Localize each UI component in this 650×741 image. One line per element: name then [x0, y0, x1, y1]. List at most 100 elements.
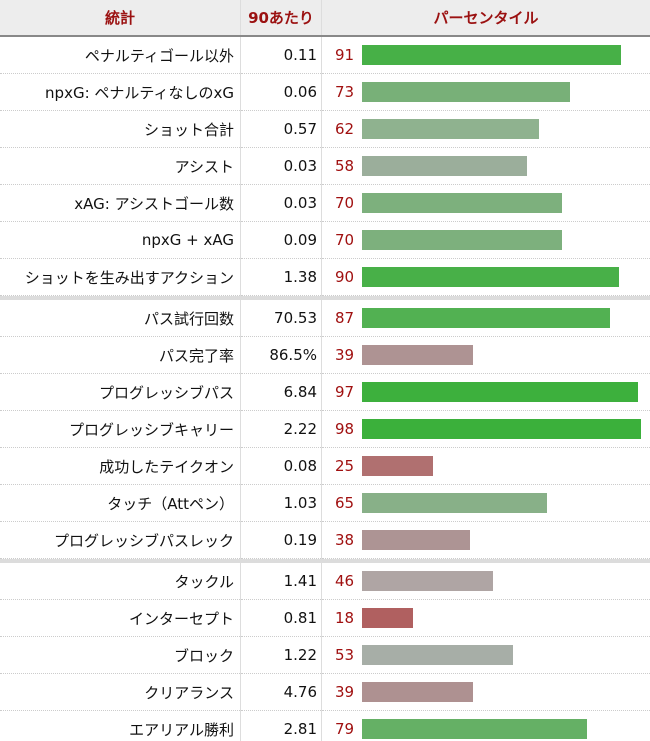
per90-value: 2.22: [240, 410, 322, 448]
percentile-bar: [362, 719, 588, 739]
stat-name: ペナルティゴール以外: [0, 36, 241, 74]
per90-value: 1.22: [240, 636, 322, 674]
stat-name: ショット合計: [0, 110, 241, 148]
percentile-cell: 70: [321, 184, 650, 222]
percentile-value: 58: [335, 157, 355, 175]
header-percentile[interactable]: パーセンタイル: [321, 0, 650, 37]
stat-name: 成功したテイクオン: [0, 447, 241, 485]
per90-value: 1.41: [240, 563, 322, 600]
percentile-bar: [362, 645, 514, 665]
percentile-cell: 53: [321, 636, 650, 674]
table-row: タックル 1.41 46: [0, 563, 650, 600]
percentile-value: 39: [335, 346, 355, 364]
percentile-value: 65: [335, 494, 355, 512]
percentile-value: 46: [335, 572, 355, 590]
percentile-cell: 25: [321, 447, 650, 485]
table-row: ペナルティゴール以外 0.11 91: [0, 36, 650, 74]
percentile-value: 79: [335, 720, 355, 738]
percentile-value: 98: [335, 420, 355, 438]
table-row: npxG + xAG 0.09 70: [0, 221, 650, 259]
table-row: プログレッシブキャリー 2.22 98: [0, 410, 650, 448]
table-row: インターセプト 0.81 18: [0, 599, 650, 637]
percentile-cell: 87: [321, 300, 650, 337]
stat-name: エアリアル勝利: [0, 710, 241, 741]
per90-value: 86.5%: [240, 336, 322, 374]
stat-name: npxG: ペナルティなしのxG: [0, 73, 241, 111]
percentile-bar: [362, 419, 642, 439]
percentile-bar: [362, 308, 610, 328]
percentile-cell: 39: [321, 673, 650, 711]
percentile-value: 73: [335, 83, 355, 101]
stat-name: インターセプト: [0, 599, 241, 637]
percentile-bar: [362, 267, 619, 287]
percentile-value: 18: [335, 609, 355, 627]
header-row: 統計 90あたり パーセンタイル: [0, 0, 650, 37]
table-row: xAG: アシストゴール数 0.03 70: [0, 184, 650, 222]
group-separator: [0, 295, 650, 300]
stat-name: プログレッシブパス: [0, 373, 241, 411]
percentile-cell: 73: [321, 73, 650, 111]
per90-value: 0.06: [240, 73, 322, 111]
percentile-cell: 62: [321, 110, 650, 148]
percentile-cell: 91: [321, 36, 650, 74]
percentile-bar: [362, 608, 414, 628]
table-row: エアリアル勝利 2.81 79: [0, 710, 650, 741]
stat-name: プログレッシブパスレック: [0, 521, 241, 559]
per90-value: 4.76: [240, 673, 322, 711]
group-separator: [0, 558, 650, 563]
stat-name: ショットを生み出すアクション: [0, 258, 241, 296]
table-row: ブロック 1.22 53: [0, 636, 650, 674]
percentile-bar: [362, 382, 639, 402]
table-row: npxG: ペナルティなしのxG 0.06 73: [0, 73, 650, 111]
table-row: タッチ（Attペン） 1.03 65: [0, 484, 650, 522]
percentile-bar: [362, 45, 622, 65]
percentile-value: 25: [335, 457, 355, 475]
percentile-cell: 38: [321, 521, 650, 559]
percentile-value: 70: [335, 194, 355, 212]
percentile-bar: [362, 493, 548, 513]
table-row: クリアランス 4.76 39: [0, 673, 650, 711]
percentile-value: 38: [335, 531, 355, 549]
percentile-value: 53: [335, 646, 355, 664]
percentile-bar: [362, 82, 571, 102]
table-row: パス完了率 86.5% 39: [0, 336, 650, 374]
per90-value: 1.03: [240, 484, 322, 522]
per90-value: 2.81: [240, 710, 322, 741]
percentile-bar: [362, 456, 434, 476]
percentile-value: 91: [335, 46, 355, 64]
per90-value: 0.03: [240, 147, 322, 185]
percentile-cell: 70: [321, 221, 650, 259]
table-row: 成功したテイクオン 0.08 25: [0, 447, 650, 485]
percentile-value: 87: [335, 309, 355, 327]
stat-name: プログレッシブキャリー: [0, 410, 241, 448]
separator: [0, 558, 650, 563]
per90-value: 0.81: [240, 599, 322, 637]
stat-name: タッチ（Attペン）: [0, 484, 241, 522]
per90-value: 0.09: [240, 221, 322, 259]
percentile-cell: 18: [321, 599, 650, 637]
percentile-value: 62: [335, 120, 355, 138]
percentile-value: 39: [335, 683, 355, 701]
table-row: プログレッシブパスレック 0.19 38: [0, 521, 650, 559]
percentile-cell: 65: [321, 484, 650, 522]
per90-value: 6.84: [240, 373, 322, 411]
percentile-value: 90: [335, 268, 355, 286]
percentile-cell: 90: [321, 258, 650, 296]
header-stat[interactable]: 統計: [0, 0, 241, 37]
percentile-bar: [362, 230, 562, 250]
percentile-value: 70: [335, 231, 355, 249]
percentile-bar: [362, 156, 528, 176]
percentile-cell: 39: [321, 336, 650, 374]
per90-value: 0.19: [240, 521, 322, 559]
stat-name: パス試行回数: [0, 300, 241, 337]
percentile-cell: 58: [321, 147, 650, 185]
percentile-cell: 98: [321, 410, 650, 448]
percentile-bar: [362, 571, 494, 591]
header-per90[interactable]: 90あたり: [240, 0, 322, 37]
percentile-bar: [362, 682, 474, 702]
per90-value: 0.03: [240, 184, 322, 222]
stat-name: npxG + xAG: [0, 221, 241, 259]
percentile-value: 97: [335, 383, 355, 401]
